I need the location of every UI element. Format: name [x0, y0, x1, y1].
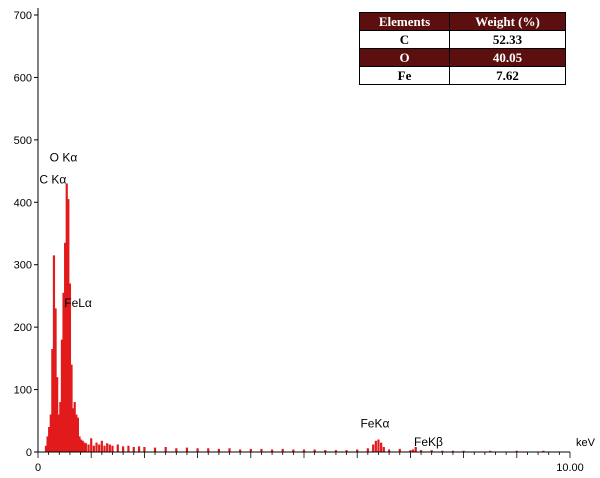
header-weight: Weight (%) [449, 12, 566, 31]
spectrum-bars [44, 183, 545, 452]
composition-table: Elements Weight (%) C 52.33 O 40.05 Fe 7… [359, 12, 566, 85]
peak-label: FeLα [64, 296, 92, 310]
y-tick-label: 300 [14, 260, 32, 272]
x-tick-label: 10.00 [556, 462, 584, 474]
x-axis-unit-label: keV [576, 437, 596, 449]
peak-label: FeKα [360, 417, 389, 431]
weight-cell: 7.62 [449, 66, 566, 85]
peak-label: FeKβ [414, 435, 443, 449]
weight-cell: 52.33 [449, 30, 566, 49]
peak-label: O Kα [50, 151, 78, 165]
element-cell: O [359, 48, 450, 67]
peak-label: C Kα [39, 172, 66, 186]
y-tick-label: 0 [26, 447, 32, 459]
table-row: Fe 7.62 [359, 66, 566, 85]
header-elements: Elements [359, 12, 450, 31]
y-tick-label: 500 [14, 135, 32, 147]
element-cell: C [359, 30, 450, 49]
x-tick-label: 0 [35, 462, 41, 474]
y-tick-label: 400 [14, 197, 32, 209]
x-ticks: 0 10.00 [35, 452, 584, 474]
table-row: O 40.05 [359, 48, 566, 67]
y-ticks: 0 100 200 300 400 500 600 700 [14, 10, 38, 459]
y-tick-label: 600 [14, 72, 32, 84]
y-tick-label: 700 [14, 10, 32, 22]
peak-annotations: O Kα C Kα FeLα FeKα FeKβ [39, 151, 443, 449]
weight-cell: 40.05 [449, 48, 566, 67]
y-tick-label: 200 [14, 322, 32, 334]
table-header-row: Elements Weight (%) [359, 12, 566, 31]
table-row: C 52.33 [359, 30, 566, 49]
element-cell: Fe [359, 66, 450, 85]
y-tick-label: 100 [14, 385, 32, 397]
